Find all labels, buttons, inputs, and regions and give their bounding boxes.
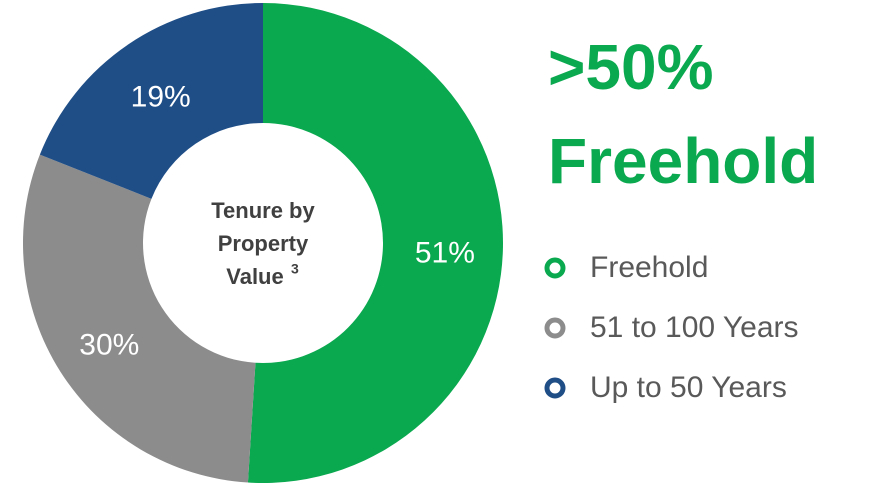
center-label-sup: 3	[291, 261, 299, 277]
center-label: Property	[218, 231, 309, 256]
legend-label: Freehold	[590, 251, 708, 284]
value-label: 30%	[79, 328, 139, 361]
legend-marker	[544, 257, 566, 279]
headline: >50%	[548, 31, 713, 103]
value-label: 51%	[415, 237, 475, 270]
headline: Freehold	[548, 125, 818, 197]
center-label: Value	[226, 264, 283, 289]
donut-slice	[39, 3, 264, 199]
legend-marker	[544, 317, 566, 339]
donut-slice	[22, 154, 256, 483]
center-label: Tenure by	[211, 198, 315, 223]
legend-label: Up to 50 Years	[590, 371, 787, 404]
legend-marker	[544, 377, 566, 399]
value-label: 19%	[131, 80, 191, 113]
donut-slice	[247, 3, 503, 483]
legend-label: 51 to 100 Years	[590, 311, 799, 344]
